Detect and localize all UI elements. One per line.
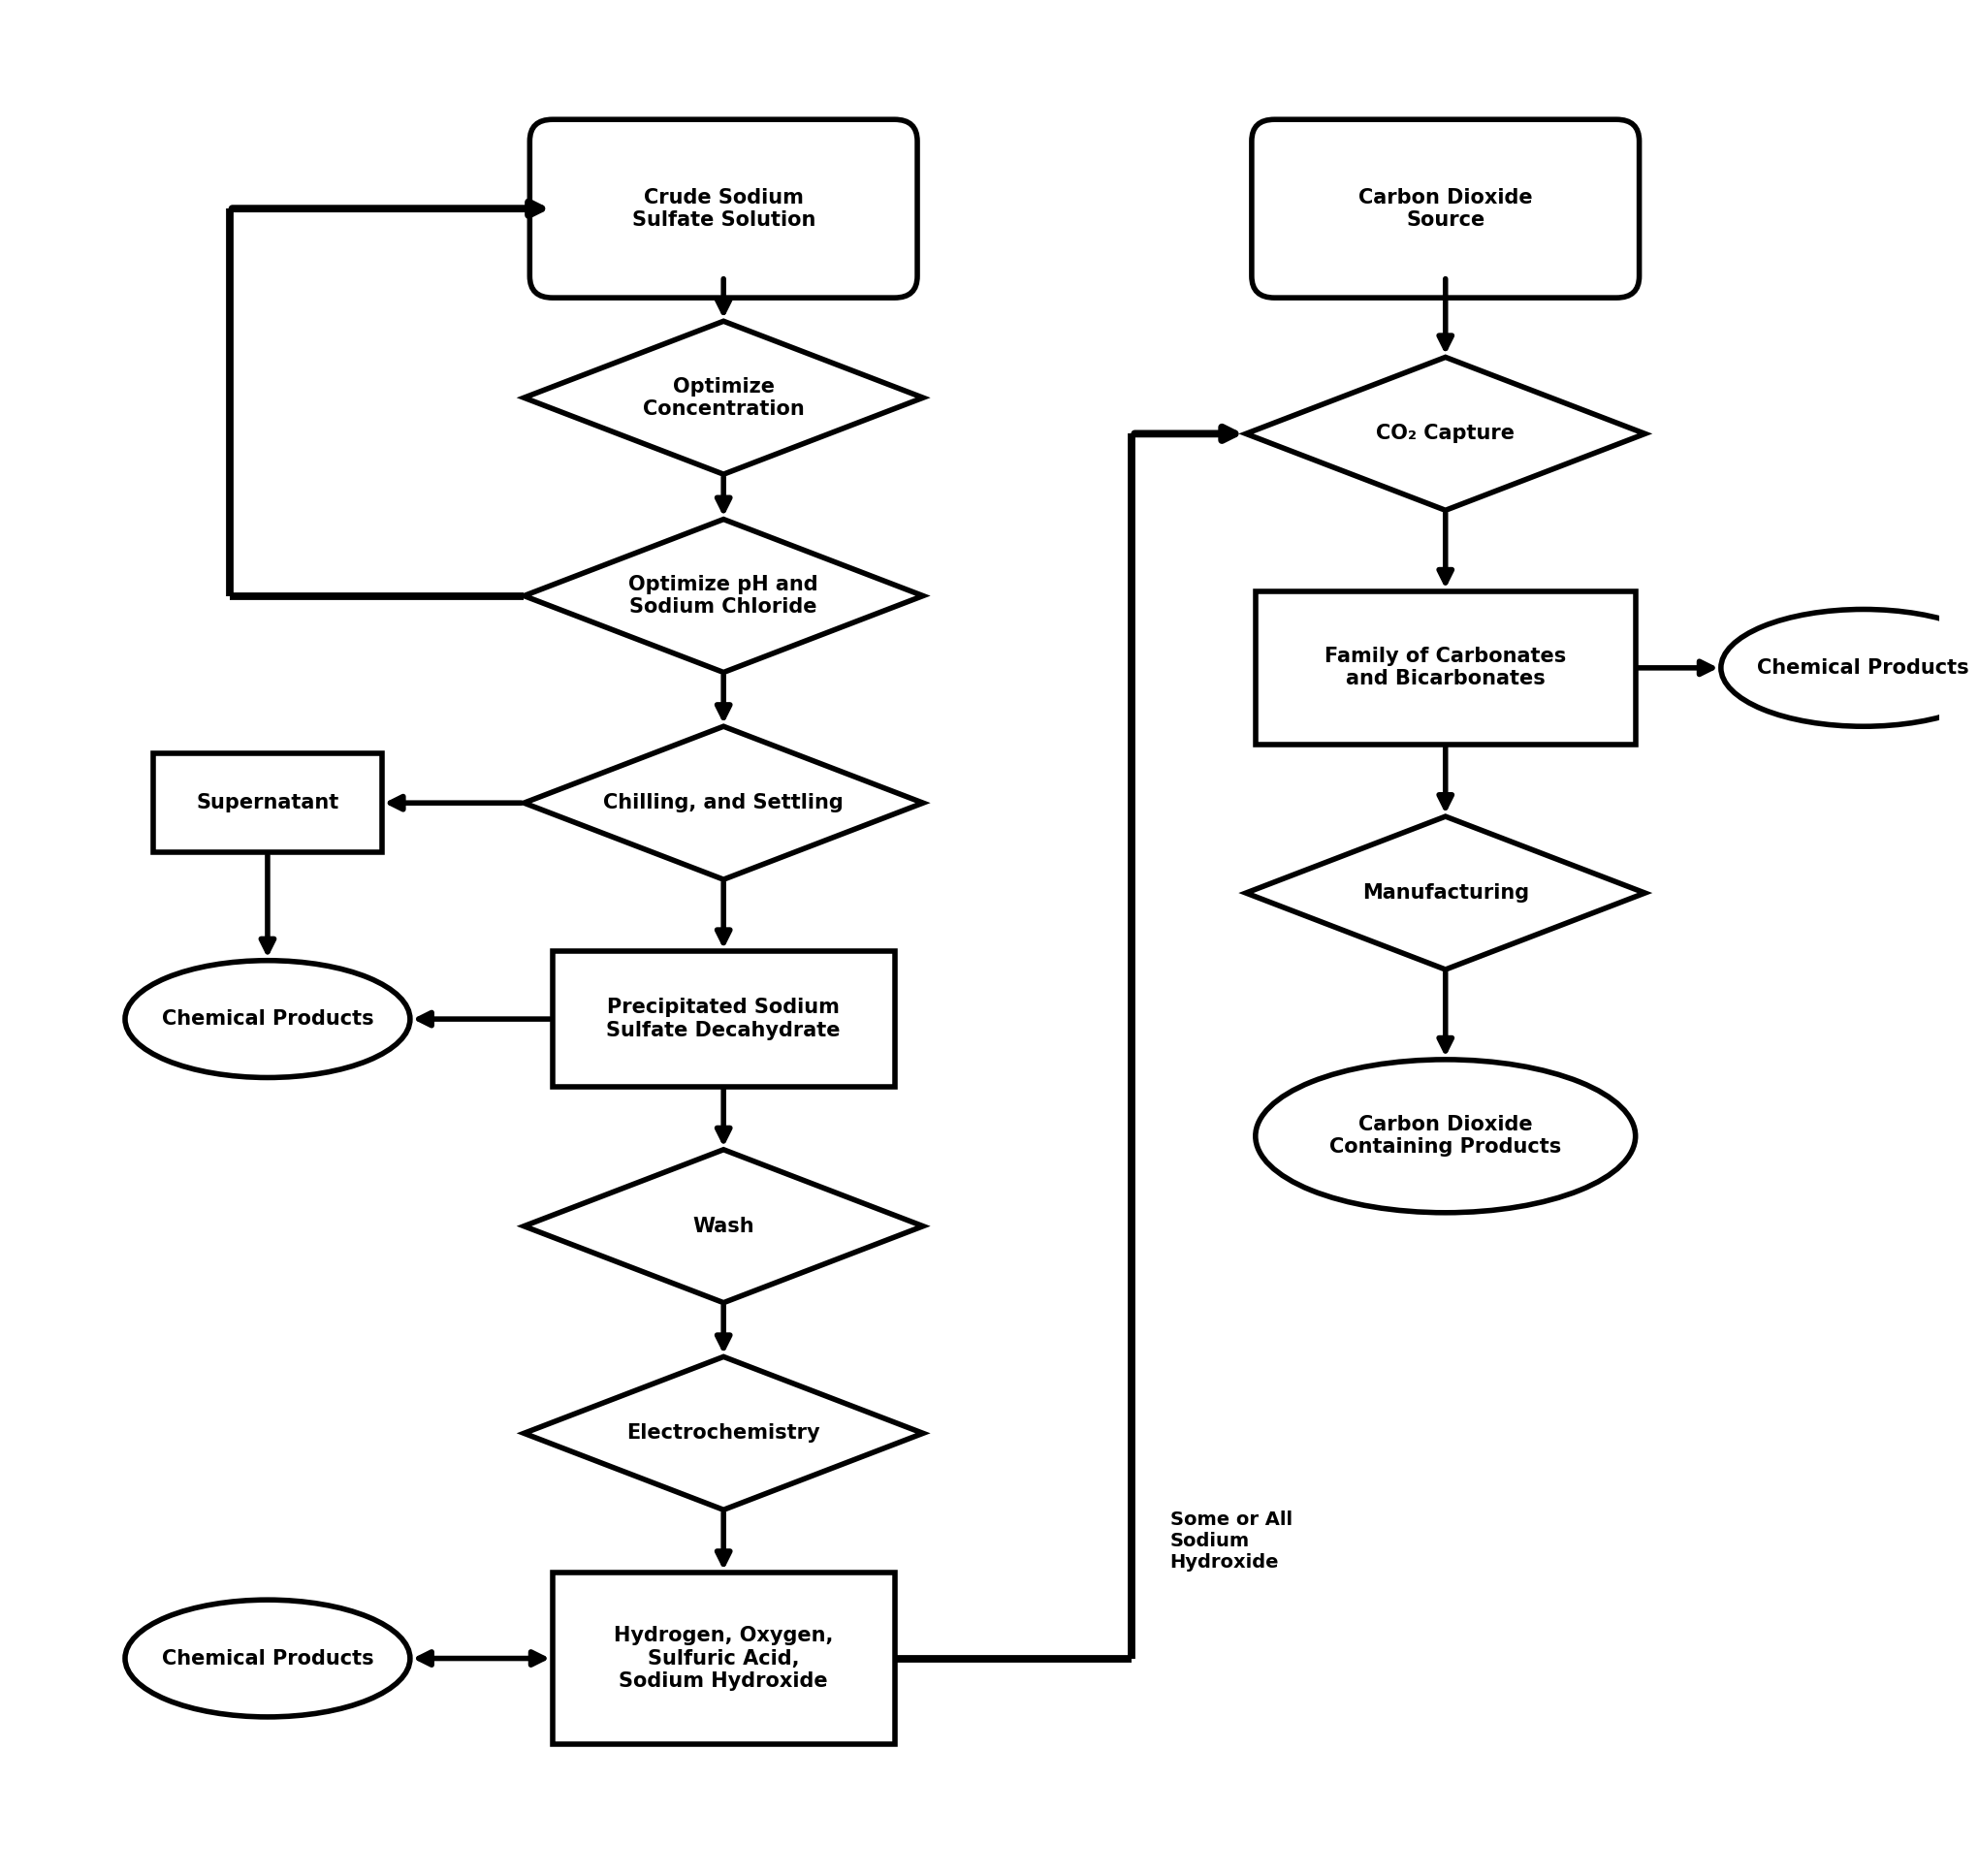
Text: Supernatant: Supernatant — [196, 794, 338, 812]
Text: Precipitated Sodium
Sulfate Decahydrate: Precipitated Sodium Sulfate Decahydrate — [606, 998, 841, 1039]
FancyBboxPatch shape — [530, 120, 918, 298]
Polygon shape — [524, 1356, 922, 1510]
Text: Optimize
Concentration: Optimize Concentration — [643, 377, 803, 418]
Text: CO₂ Capture: CO₂ Capture — [1375, 424, 1514, 443]
Ellipse shape — [1722, 610, 1979, 726]
Polygon shape — [1247, 816, 1645, 970]
Polygon shape — [1247, 356, 1645, 510]
Polygon shape — [524, 520, 922, 672]
FancyBboxPatch shape — [1251, 120, 1639, 298]
Polygon shape — [524, 321, 922, 475]
Ellipse shape — [125, 1600, 410, 1717]
Bar — [1255, 591, 1635, 745]
Text: Chemical Products: Chemical Products — [1757, 658, 1969, 677]
Text: Family of Carbonates
and Bicarbonates: Family of Carbonates and Bicarbonates — [1324, 647, 1565, 688]
Text: Crude Sodium
Sulfate Solution: Crude Sodium Sulfate Solution — [631, 188, 815, 229]
Ellipse shape — [125, 961, 410, 1077]
Text: Chemical Products: Chemical Products — [162, 1009, 374, 1028]
Polygon shape — [524, 726, 922, 880]
Text: Carbon Dioxide
Containing Products: Carbon Dioxide Containing Products — [1330, 1114, 1561, 1157]
Text: Wash: Wash — [693, 1216, 754, 1236]
Text: Some or All
Sodium
Hydroxide: Some or All Sodium Hydroxide — [1170, 1510, 1292, 1572]
Text: Carbon Dioxide
Source: Carbon Dioxide Source — [1358, 188, 1532, 229]
Text: Hydrogen, Oxygen,
Sulfuric Acid,
Sodium Hydroxide: Hydrogen, Oxygen, Sulfuric Acid, Sodium … — [613, 1626, 833, 1690]
Text: Electrochemistry: Electrochemistry — [627, 1424, 821, 1443]
Text: Optimize pH and
Sodium Chloride: Optimize pH and Sodium Chloride — [629, 574, 819, 617]
Ellipse shape — [1255, 1060, 1635, 1212]
Bar — [552, 1572, 895, 1745]
Bar — [154, 754, 382, 852]
Text: Chemical Products: Chemical Products — [162, 1649, 374, 1668]
Text: Manufacturing: Manufacturing — [1362, 884, 1530, 902]
Polygon shape — [524, 1150, 922, 1302]
Bar — [552, 951, 895, 1086]
Text: Chilling, and Settling: Chilling, and Settling — [604, 794, 843, 812]
